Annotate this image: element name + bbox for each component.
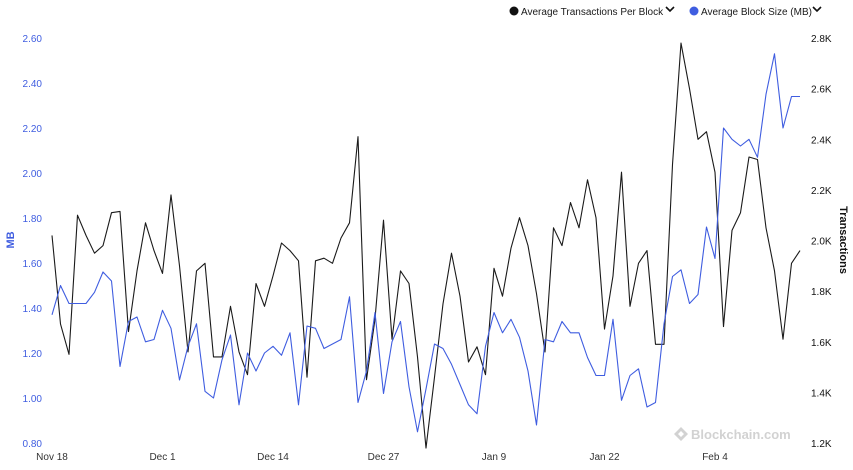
x-tick-label: Dec 1	[149, 452, 176, 463]
x-tick-label: Jan 22	[589, 452, 619, 463]
right-tick-label: 1.8K	[811, 287, 832, 298]
legend-item-transactions[interactable]: Average Transactions Per Block	[509, 6, 675, 19]
x-tick-label: Dec 14	[257, 452, 289, 463]
legend-label-transactions: Average Transactions Per Block	[521, 7, 664, 18]
chevron-down-icon[interactable]	[812, 6, 822, 13]
x-tick-label: Nov 18	[36, 452, 68, 463]
legend-item-block-size[interactable]: Average Block Size (MB)	[689, 6, 822, 19]
x-axis: Nov 18 Dec 1 Dec 14 Dec 27 Jan 9 Jan 22 Feb 4	[36, 452, 728, 463]
legend[interactable]: Average Transactions Per Block Average B…	[509, 6, 822, 19]
right-tick-label: 2.2K	[811, 186, 832, 197]
right-axis-title: Transactions	[837, 206, 849, 274]
legend-marker-block-size	[689, 6, 699, 16]
left-tick-label: 2.60	[23, 34, 43, 45]
right-tick-label: 1.4K	[811, 388, 832, 399]
blockchain-watermark: Blockchain.com	[674, 427, 791, 442]
x-tick-label: Feb 4	[702, 452, 728, 463]
right-tick-label: 2.8K	[811, 34, 832, 45]
right-axis: 1.2K 1.4K 1.6K 1.8K 2.0K 2.2K 2.4K 2.6K 2.8K	[811, 34, 832, 450]
right-tick-label: 1.2K	[811, 439, 832, 450]
left-tick-label: 1.20	[23, 349, 43, 360]
left-axis-title: MB	[5, 231, 17, 248]
left-tick-label: 2.20	[23, 124, 43, 135]
watermark-text: Blockchain.com	[691, 427, 791, 442]
left-tick-label: 1.80	[23, 214, 43, 225]
x-tick-label: Dec 27	[368, 452, 400, 463]
left-tick-label: 1.60	[23, 259, 43, 270]
left-tick-label: 2.40	[23, 79, 43, 90]
chevron-down-icon[interactable]	[665, 6, 675, 13]
blockchain-logo-icon	[674, 427, 688, 441]
left-axis: 0.80 1.00 1.20 1.40 1.60 1.80 2.00 2.20 2.40 2.60	[23, 34, 43, 450]
right-tick-label: 2.0K	[811, 237, 832, 248]
left-tick-label: 0.80	[23, 439, 43, 450]
left-tick-label: 2.00	[23, 169, 43, 180]
right-tick-label: 2.4K	[811, 135, 832, 146]
left-tick-label: 1.00	[23, 394, 43, 405]
left-tick-label: 1.40	[23, 304, 43, 315]
series-line-transactions[interactable]	[51, 42, 801, 449]
right-tick-label: 1.6K	[811, 338, 832, 349]
legend-label-block-size: Average Block Size (MB)	[701, 7, 812, 18]
legend-marker-transactions	[509, 6, 519, 16]
x-tick-label: Jan 9	[482, 452, 507, 463]
right-tick-label: 2.6K	[811, 85, 832, 96]
series-line-block-size[interactable]	[51, 53, 800, 433]
